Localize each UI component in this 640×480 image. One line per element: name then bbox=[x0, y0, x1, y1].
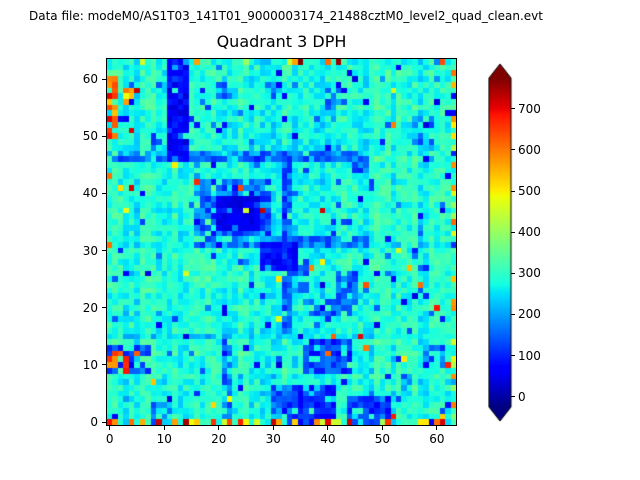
y-tick-label: 0 bbox=[90, 415, 98, 430]
x-tick-label: 40 bbox=[320, 432, 336, 446]
y-tickmark bbox=[102, 192, 106, 194]
x-tickmark bbox=[327, 426, 329, 430]
data-file-label: Data file: modeM0/AS1T03_141T01_90000031… bbox=[29, 9, 543, 23]
x-tickmark bbox=[381, 426, 383, 430]
x-tickmark bbox=[163, 426, 165, 430]
x-tick-label: 60 bbox=[429, 432, 445, 446]
y-tickmark bbox=[102, 78, 106, 80]
colorbar-tickmark bbox=[511, 355, 515, 357]
colorbar-tickmark bbox=[511, 231, 515, 233]
colorbar-tick-label: 300 bbox=[518, 266, 541, 281]
y-tickmark bbox=[102, 364, 106, 366]
colorbar-tick-label: 400 bbox=[518, 225, 541, 240]
y-tick-label: 50 bbox=[82, 129, 98, 144]
colorbar-tickmark bbox=[511, 396, 515, 398]
heatmap-image bbox=[107, 59, 456, 425]
y-tick-label: 20 bbox=[82, 300, 98, 315]
colorbar bbox=[488, 63, 514, 423]
colorbar-tickmark bbox=[511, 272, 515, 274]
y-tickmark bbox=[102, 421, 106, 423]
x-tick-label: 30 bbox=[265, 432, 281, 446]
y-tick-label: 30 bbox=[82, 243, 98, 258]
x-tick-label: 50 bbox=[374, 432, 391, 446]
x-tick-label: 0 bbox=[105, 432, 114, 446]
y-tick-label: 60 bbox=[82, 72, 98, 87]
colorbar-tick-label: 200 bbox=[518, 307, 541, 322]
y-tickmark bbox=[102, 307, 106, 309]
colorbar-tickmark bbox=[511, 313, 515, 315]
x-tickmark bbox=[436, 426, 438, 430]
colorbar-tick-label: 100 bbox=[518, 348, 541, 363]
x-tick-label: 10 bbox=[156, 432, 172, 446]
colorbar-tick-label: 0 bbox=[518, 389, 526, 404]
colorbar-tickmark bbox=[511, 149, 515, 151]
colorbar-tick-label: 500 bbox=[518, 184, 541, 199]
colorbar-tickmark bbox=[511, 190, 515, 192]
colorbar-tickmark bbox=[511, 108, 515, 110]
y-tick-label: 40 bbox=[82, 186, 98, 201]
x-tickmark bbox=[218, 426, 220, 430]
x-tickmark bbox=[109, 426, 111, 430]
y-tick-label: 10 bbox=[82, 357, 98, 372]
y-tickmark bbox=[102, 250, 106, 252]
colorbar-tick-label: 700 bbox=[518, 101, 541, 116]
y-tickmark bbox=[102, 135, 106, 137]
chart-title: Quadrant 3 DPH bbox=[216, 32, 347, 51]
x-tickmark bbox=[272, 426, 274, 430]
colorbar-tick-label: 600 bbox=[518, 142, 541, 157]
x-tick-label: 20 bbox=[211, 432, 227, 446]
